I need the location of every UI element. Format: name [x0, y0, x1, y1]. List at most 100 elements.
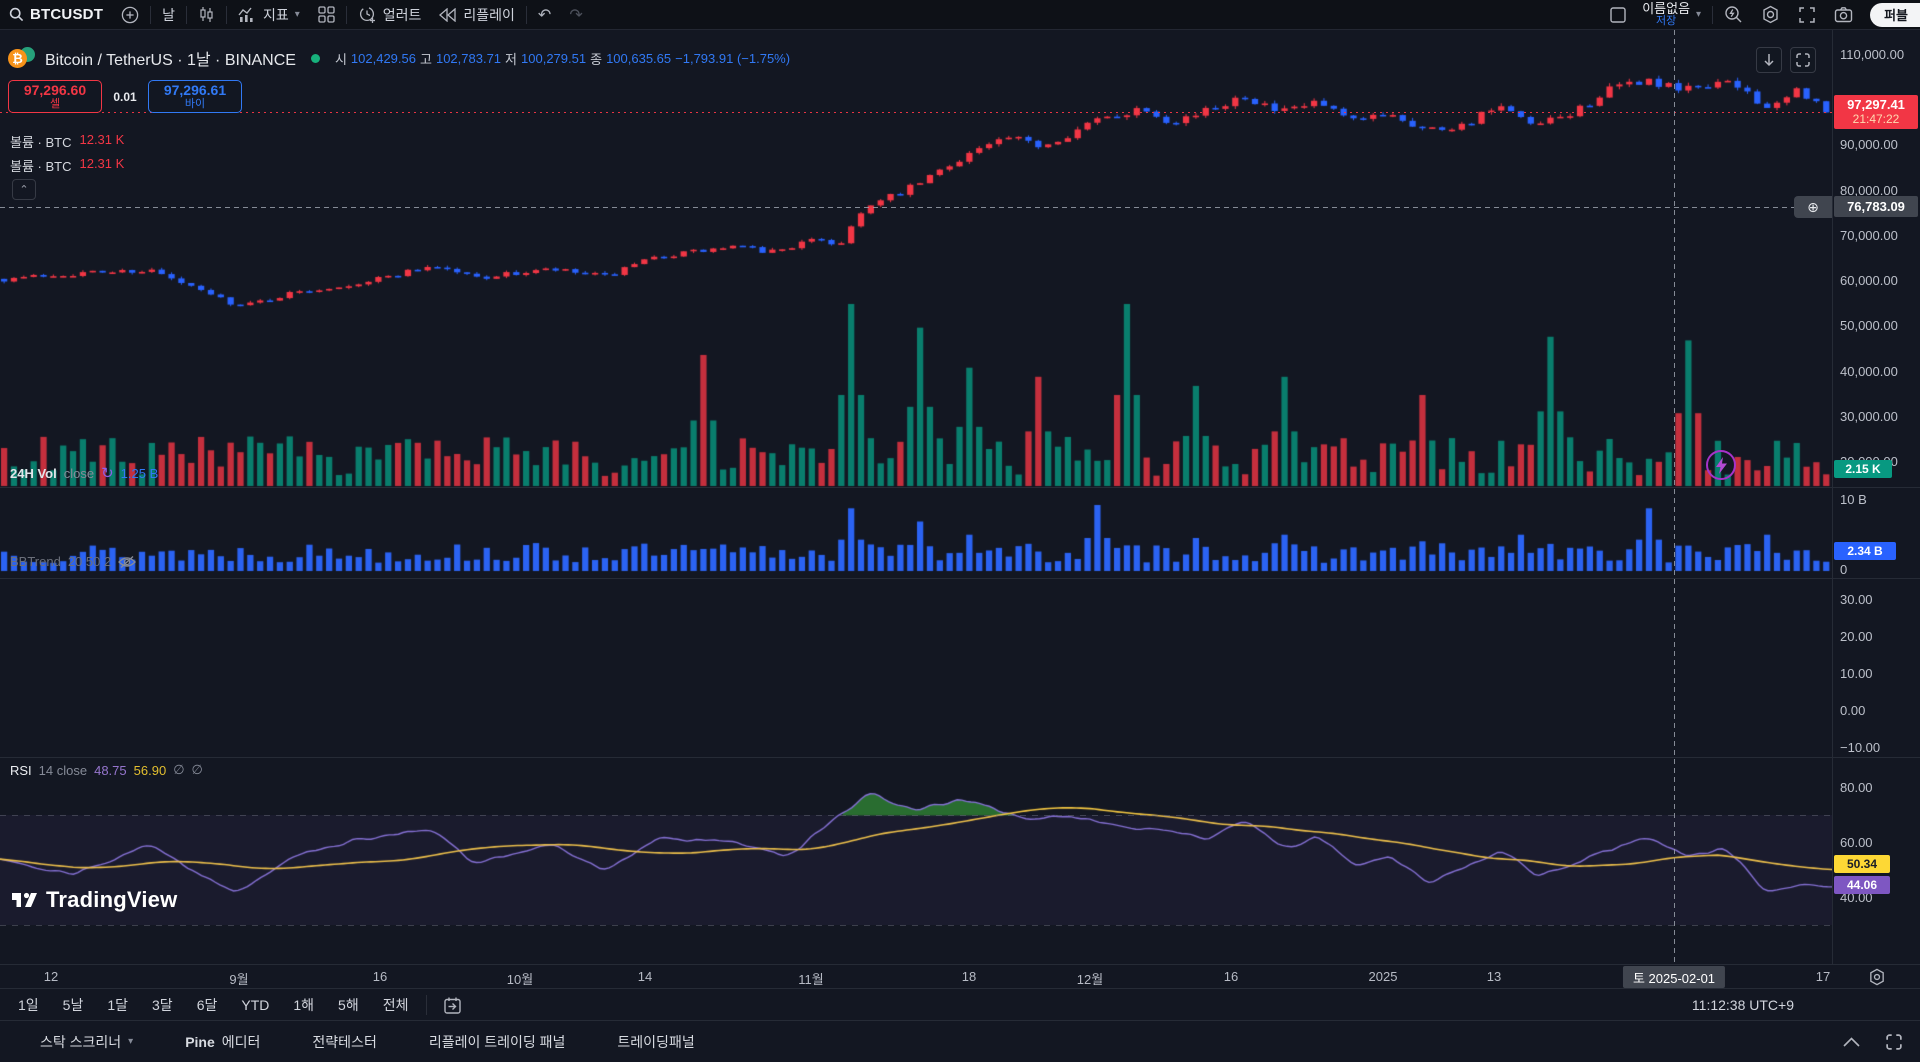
- chevron-down-icon: ▾: [1696, 9, 1701, 20]
- vol24-pane-header[interactable]: 24H Vol close ↻ 1.25 B: [10, 464, 158, 482]
- rsi-ma-value: 56.90: [134, 763, 167, 778]
- time-axis-tick: 12월: [1077, 969, 1103, 988]
- undo-button[interactable]: ↶: [529, 0, 560, 29]
- date-range-toolbar: 1일5날1달3달6달YTD1해5해전체 11:12:38 UTC+9: [0, 990, 1920, 1021]
- quick-search-icon: [1724, 5, 1743, 24]
- interval-button[interactable]: 날: [153, 0, 184, 29]
- chart-region: ₿ Bitcoin / TetherUS · 1날 · BINANCE 시102…: [0, 30, 1920, 964]
- range-button-전체[interactable]: 전체: [373, 992, 419, 1018]
- alert-button[interactable]: 얼러트: [349, 0, 431, 29]
- volume-legend-row[interactable]: 볼륨 · BTC12.31 K: [10, 156, 124, 175]
- range-button-5해[interactable]: 5해: [328, 992, 369, 1018]
- pane-divider[interactable]: [0, 757, 1920, 758]
- timezone-clock[interactable]: 11:12:38 UTC+9: [1692, 997, 1794, 1013]
- add-alert-plus-button[interactable]: ⊕: [1794, 196, 1832, 218]
- chevron-down-icon: ▾: [128, 1036, 133, 1047]
- ohlc-values: 시102,429.56 고102,783.71 저100,279.51 종100…: [335, 49, 790, 68]
- crosshair-date-badge: 토 2025-02-01: [1623, 966, 1725, 988]
- axis-settings-gear-icon[interactable]: [1868, 968, 1886, 986]
- templates-button[interactable]: [309, 0, 344, 29]
- panel-maximize-icon[interactable]: [1886, 1034, 1902, 1050]
- fullscreen-button[interactable]: [1789, 0, 1825, 29]
- vol24-title: 24H Vol: [10, 466, 57, 481]
- undo-icon: ↶: [538, 5, 551, 24]
- layout-name-button[interactable]: 이름없음 저장: [1636, 3, 1696, 27]
- range-button-6달[interactable]: 6달: [187, 992, 228, 1018]
- compare-add-button[interactable]: [112, 0, 148, 29]
- interval-label: 날: [162, 5, 175, 25]
- rsi-badge: 44.06: [1834, 876, 1890, 894]
- last-price-badge: 97,297.41 21:47:22: [1834, 95, 1918, 129]
- panel-collapse-chevron-icon[interactable]: [1843, 1037, 1860, 1047]
- indicators-button[interactable]: 지표 ▾: [229, 0, 309, 29]
- rsi-ma-badge: 50.34: [1834, 855, 1890, 873]
- tradingview-logo-icon: [12, 889, 38, 911]
- range-button-1일[interactable]: 1일: [8, 992, 49, 1018]
- rsi-value: 48.75: [94, 763, 127, 778]
- save-button[interactable]: 저장: [1656, 15, 1676, 27]
- collapse-legend-button[interactable]: ⌃: [12, 179, 36, 200]
- bbtrend-axis-tick: 10.00: [1840, 666, 1873, 681]
- layout-square-icon: [1609, 6, 1627, 24]
- scroll-down-button[interactable]: [1756, 47, 1782, 73]
- time-axis-tick: 18: [962, 969, 976, 984]
- time-axis-tick: 12: [44, 969, 58, 984]
- range-button-1달[interactable]: 1달: [97, 992, 138, 1018]
- vol24-axis-tick: 0: [1840, 562, 1847, 577]
- rsi-pane-header[interactable]: RSI 14 close 48.75 56.90 ∅ ∅: [10, 763, 203, 778]
- chart-legend[interactable]: ₿ Bitcoin / TetherUS · 1날 · BINANCE 시102…: [8, 46, 790, 70]
- layout-menu-button[interactable]: ▾: [1696, 0, 1710, 29]
- sell-button[interactable]: 97,296.60셀: [8, 80, 102, 113]
- symbol-title[interactable]: Bitcoin / TetherUS · 1날 · BINANCE: [45, 46, 296, 70]
- instant-order-button[interactable]: [1706, 450, 1736, 480]
- replay-button[interactable]: 리플레이: [430, 0, 524, 29]
- time-axis-tick: 9월: [229, 969, 248, 988]
- toolbar-separator: [346, 6, 347, 24]
- spread-value: 0.01: [102, 90, 148, 104]
- symbol-search-button[interactable]: BTCUSDT: [0, 0, 112, 29]
- btc-usdt-pair-icon: ₿: [8, 47, 38, 69]
- status-tab-2[interactable]: Pine 에디터: [159, 1021, 286, 1062]
- price-axis-tick: 60,000.00: [1840, 273, 1898, 288]
- vol24-badge: 2.34 B: [1834, 542, 1896, 560]
- volume-legend-row[interactable]: 볼륨 · BTC12.31 K: [10, 132, 124, 151]
- bbtrend-pane-header[interactable]: BBTrend 20 50 2: [10, 554, 136, 569]
- refresh-icon[interactable]: ↻: [101, 464, 114, 482]
- main-price-chart[interactable]: [0, 30, 1832, 487]
- redo-button[interactable]: ↷: [560, 0, 591, 29]
- status-tab-1[interactable]: 스탁 스크리너▾: [14, 1021, 159, 1062]
- time-axis-tick: 16: [373, 969, 387, 984]
- price-axis-border: [1832, 30, 1833, 964]
- bottom-status-bar: 스탁 스크리너▾Pine 에디터전략테스터리플레이 트레이딩 패널트레이딩패널: [0, 1021, 1920, 1062]
- bbtrend-axis-tick: 20.00: [1840, 629, 1873, 644]
- fullscreen-icon: [1798, 6, 1816, 24]
- time-axis[interactable]: 129월1610월1411월1812월1620251317 토 2025-02-…: [0, 964, 1920, 989]
- pane-divider[interactable]: [0, 487, 1920, 488]
- range-button-YTD[interactable]: YTD: [231, 994, 279, 1016]
- publish-button[interactable]: 퍼블: [1870, 3, 1920, 27]
- tradingview-watermark: TradingView: [12, 887, 177, 913]
- toolbar-separator: [426, 995, 427, 1015]
- pane-divider[interactable]: [0, 578, 1920, 579]
- status-tab-5[interactable]: 트레이딩패널: [591, 1021, 720, 1062]
- vol24-axis-tick: 10 B: [1840, 492, 1867, 507]
- time-axis-tick: 11월: [798, 969, 823, 988]
- status-tab-4[interactable]: 리플레이 트레이딩 패널: [403, 1021, 592, 1062]
- go-to-date-button[interactable]: [443, 996, 462, 1015]
- toolbar-separator: [1712, 6, 1713, 24]
- range-button-3달[interactable]: 3달: [142, 992, 183, 1018]
- buy-button[interactable]: 97,296.61바이: [148, 80, 242, 113]
- snapshot-button[interactable]: [1825, 0, 1862, 29]
- rsi-upper-band-line: [0, 815, 1832, 816]
- vol24-chart[interactable]: [0, 487, 1832, 577]
- status-tab-3[interactable]: 전략테스터: [286, 1021, 402, 1062]
- search-icon: [9, 7, 24, 22]
- quick-search-button[interactable]: [1715, 0, 1752, 29]
- reset-scale-button[interactable]: [1790, 47, 1816, 73]
- eye-off-icon[interactable]: [118, 555, 136, 569]
- settings-button[interactable]: [1752, 0, 1789, 29]
- layout-select-button[interactable]: [1600, 0, 1636, 29]
- range-button-1해[interactable]: 1해: [283, 992, 324, 1018]
- chart-style-button[interactable]: [189, 0, 224, 29]
- range-button-5날[interactable]: 5날: [53, 992, 94, 1018]
